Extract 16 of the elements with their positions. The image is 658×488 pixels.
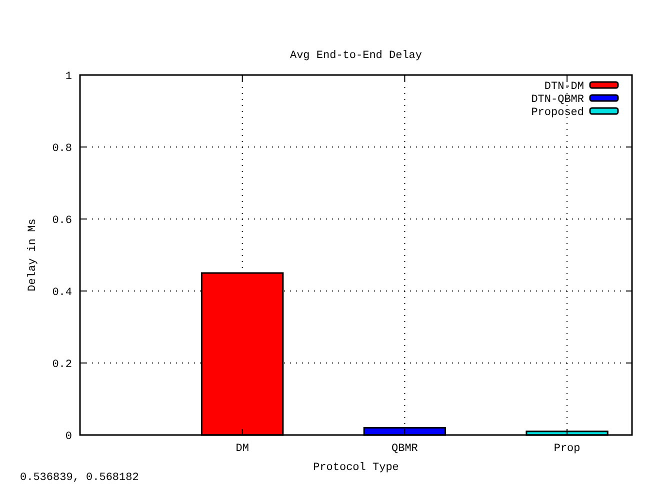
y-axis-title: Delay in Ms [27,218,39,292]
x-tick-label: Prop [554,443,580,455]
y-tick-label: 0.2 [52,358,72,371]
text: 0.536839, 0.568182 [20,472,139,484]
x-tick-label: QBMR [392,443,418,455]
legend-label: DTN-DM [544,80,584,93]
y-tick-label: 0.8 [52,142,72,155]
chart-title: Avg End-to-End Delay [290,50,422,62]
y-tick-label: 1 [65,70,72,83]
legend-label: Proposed [531,106,584,119]
x-axis-title: Protocol Type [313,462,399,474]
legend-label: DTN-QBMR [531,94,584,106]
y-tick-label: 0.6 [52,214,72,227]
x-tick-label: DM [236,443,249,455]
y-tick-label: 0 [65,430,72,443]
y-tick-label: 0.4 [52,286,72,299]
